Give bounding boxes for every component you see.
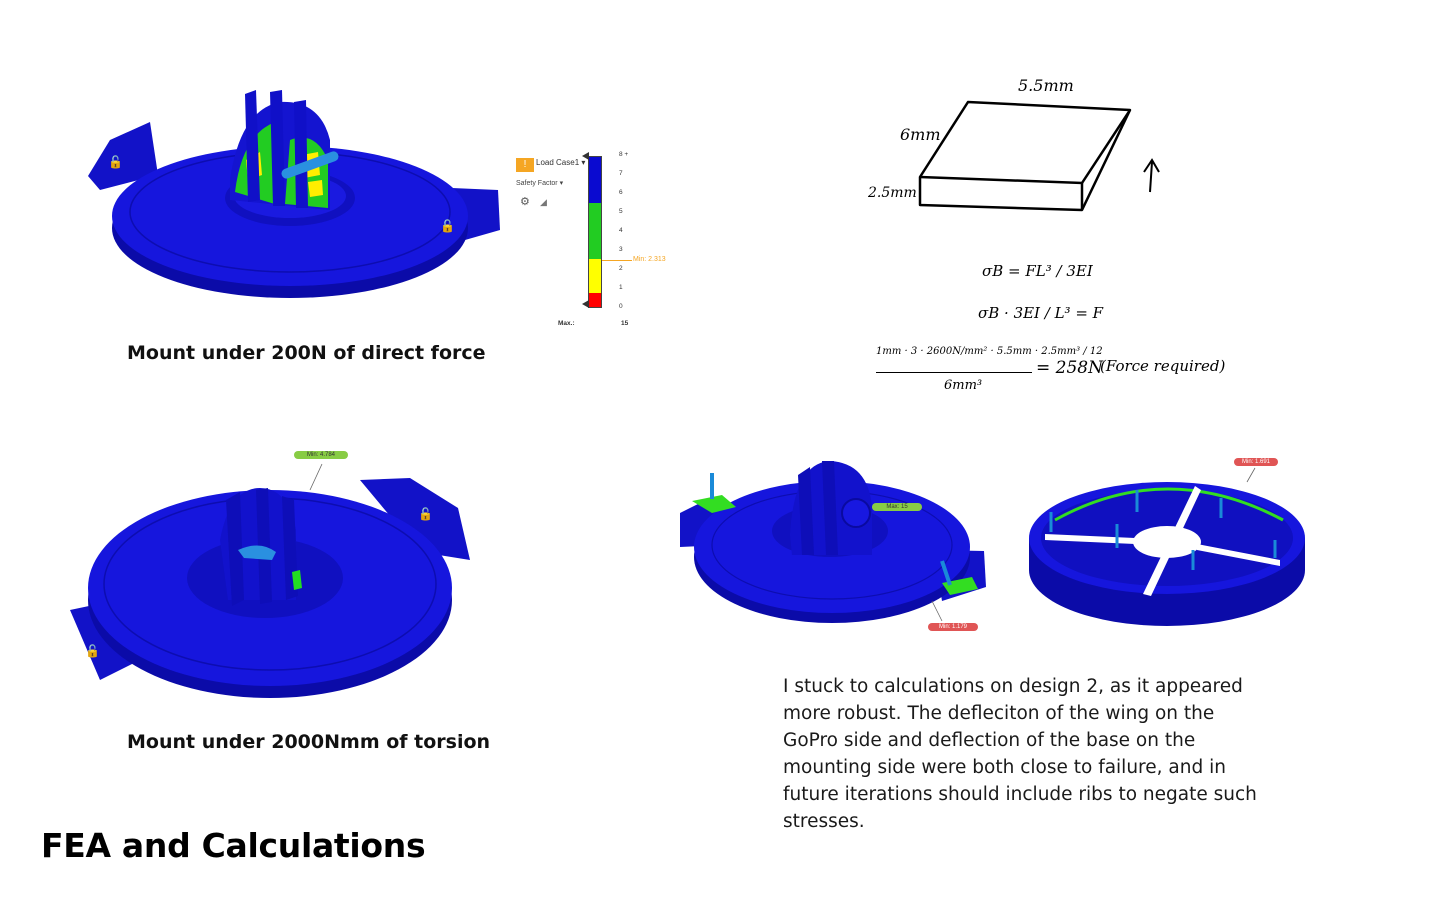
equation-denominator: 6mm³ xyxy=(944,378,983,393)
equation-bending-stress: σB = FL³ / 3EI xyxy=(982,262,1093,280)
paragraph-line: future iterations should include ribs to… xyxy=(783,784,1257,805)
svg-text:🔓: 🔓 xyxy=(418,507,433,521)
equation-result-note: (Force required) xyxy=(1100,357,1226,375)
paragraph-line: I stuck to calculations on design 2, as … xyxy=(783,676,1243,697)
fea-model-design2-top xyxy=(680,461,986,623)
svg-text:🔓: 🔓 xyxy=(440,219,455,233)
dim-length-label: 5.5mm xyxy=(1018,76,1074,95)
equation-force: σB · 3EI / L³ = F xyxy=(978,304,1104,322)
legend-tick: 4 xyxy=(619,227,623,234)
result-type-dropdown[interactable]: Safety Factor ▾ xyxy=(516,180,564,187)
caption-direct-force: Mount under 200N of direct force xyxy=(127,342,486,364)
caption-torsion: Mount under 2000Nmm of torsion xyxy=(127,731,491,753)
legend-tick: 6 xyxy=(619,189,623,196)
triangle-icon[interactable]: ◢ xyxy=(540,197,547,207)
legend-tick: 5 xyxy=(619,208,623,215)
fea-model-direct-force: 🔓 🔓 xyxy=(88,90,500,298)
legend-colorbar xyxy=(588,156,602,308)
page-title: FEA and Calculations xyxy=(41,826,426,865)
legend-tick: 3 xyxy=(619,246,623,253)
svg-text:🔓: 🔓 xyxy=(85,644,100,658)
paragraph-line: stresses. xyxy=(783,811,865,832)
warning-icon: ! xyxy=(516,158,534,172)
legend-tick: 2 xyxy=(619,265,623,272)
paragraph-line: mounting side were both close to failure… xyxy=(783,757,1226,778)
gear-icon[interactable]: ⚙ xyxy=(520,196,530,208)
legend-tick: 8 + xyxy=(619,151,629,158)
equation-fraction-line xyxy=(876,372,1032,373)
design2-max-badge: Max: 15 xyxy=(872,503,922,511)
dim-width-label: 6mm xyxy=(900,125,941,144)
legend-top-marker[interactable] xyxy=(582,152,589,160)
legend-tick: 7 xyxy=(619,170,623,177)
fea-model-design2-base xyxy=(1029,467,1305,626)
design2-min-badge: Min: 1.179 xyxy=(928,623,978,631)
legend-min-line xyxy=(602,260,632,261)
paragraph-line: more robust. The defleciton of the wing … xyxy=(783,703,1215,724)
paragraph-line: GoPro side and deflection of the base on… xyxy=(783,730,1196,751)
fea-model-torsion: 🔓 🔓 xyxy=(70,463,470,698)
legend-bottom-marker[interactable] xyxy=(582,300,589,308)
design-notes-paragraph: I stuck to calculations on design 2, as … xyxy=(783,673,1257,835)
equation-result: = 258N xyxy=(1036,358,1103,378)
legend-min-label: Min: 2.313 xyxy=(633,256,666,263)
equation-numerator: 1mm · 3 · 2600N/mm² · 5.5mm · 2.5mm³ / 1… xyxy=(876,346,1103,357)
safety-factor-legend: ! Load Case1 ▾ Safety Factor ▾ ⚙ ◢ 8 + 7… xyxy=(512,148,672,333)
design2-base-min-badge: Min: 1.691 xyxy=(1234,458,1278,466)
torsion-min-badge: Min: 4.784 xyxy=(294,451,348,459)
legend-tick: 0 xyxy=(619,303,623,310)
legend-max-value: 15 xyxy=(621,320,629,327)
svg-text:🔓: 🔓 xyxy=(108,155,123,169)
load-case-dropdown[interactable]: Load Case1 ▾ xyxy=(536,158,586,167)
legend-tick: 1 xyxy=(619,284,623,291)
beam-sketch xyxy=(918,100,1160,212)
legend-max-label: Max.: xyxy=(558,320,575,327)
dim-height-label: 2.5mm xyxy=(868,185,917,201)
